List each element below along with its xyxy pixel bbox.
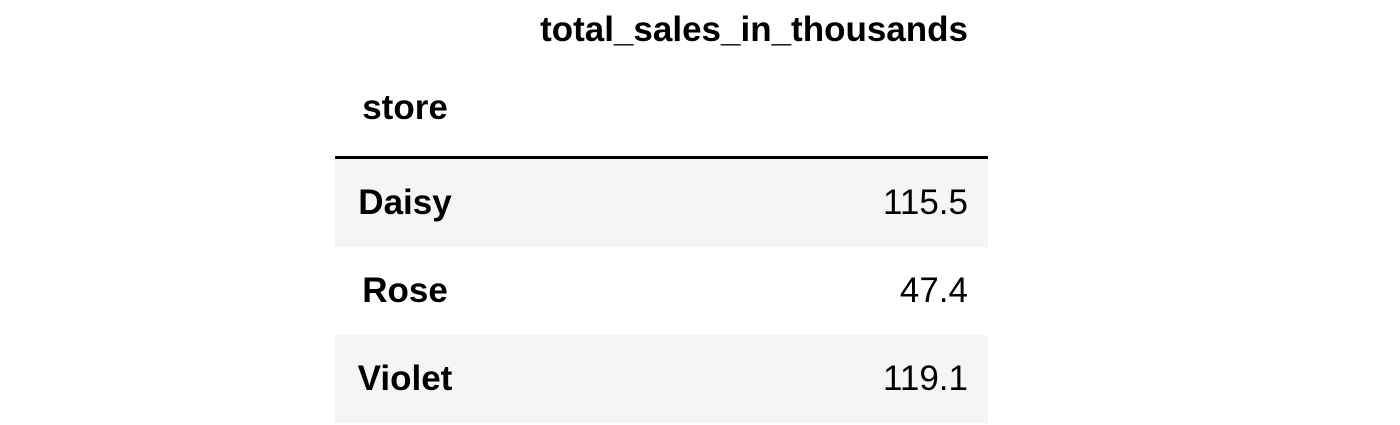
index-name-row: store xyxy=(335,60,988,158)
row-label: Rose xyxy=(362,271,448,310)
table-row: Rose 47.4 xyxy=(335,247,988,335)
index-header-empty xyxy=(335,0,475,60)
row-label: Daisy xyxy=(358,183,452,222)
column-header: total_sales_in_thousands xyxy=(540,10,968,49)
row-value: 119.1 xyxy=(883,359,968,398)
row-value: 47.4 xyxy=(899,271,968,310)
column-header-row: total_sales_in_thousands xyxy=(335,0,988,60)
table-row: Daisy 115.5 xyxy=(335,157,988,247)
row-label: Violet xyxy=(357,359,453,398)
index-name: store xyxy=(362,88,448,127)
table-row: Violet 119.1 xyxy=(335,335,988,423)
index-name-empty xyxy=(475,60,988,158)
dataframe-table: total_sales_in_thousands store Daisy 115… xyxy=(335,0,988,423)
table-body: Daisy 115.5 Rose 47.4 Violet 119.1 xyxy=(335,157,988,423)
dataframe-container: total_sales_in_thousands store Daisy 115… xyxy=(335,0,988,425)
table-header: total_sales_in_thousands store xyxy=(335,0,988,158)
row-value: 115.5 xyxy=(883,183,968,222)
